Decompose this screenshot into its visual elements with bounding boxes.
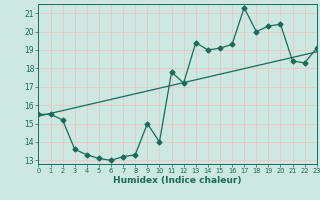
X-axis label: Humidex (Indice chaleur): Humidex (Indice chaleur)	[113, 176, 242, 185]
